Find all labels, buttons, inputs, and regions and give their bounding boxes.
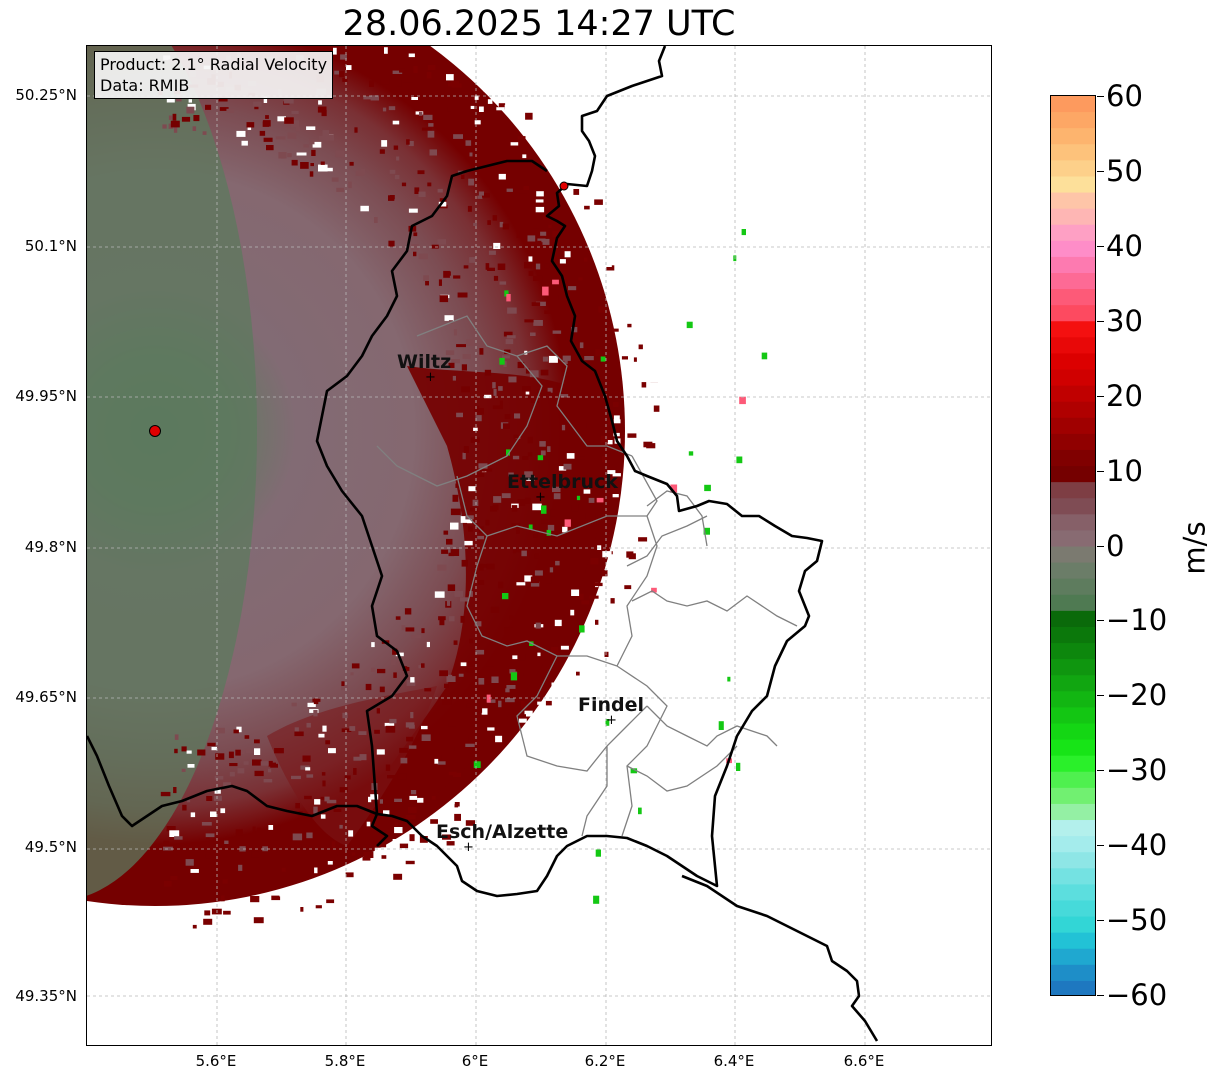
colorbar-tick-label: 30 — [1106, 303, 1143, 338]
lat-label: 49.95°N — [15, 387, 77, 405]
colorbar-tick — [1097, 96, 1104, 97]
colorbar-tick — [1097, 320, 1104, 322]
city-marker-icon: + — [535, 490, 546, 505]
product-info-box: Product: 2.1° Radial Velocity Data: RMIB — [94, 51, 334, 99]
colorbar-tick-label: −20 — [1106, 678, 1168, 713]
colorbar-tick — [1097, 245, 1104, 247]
colorbar-tick-label: 10 — [1106, 453, 1143, 488]
lat-label: 50.25°N — [15, 86, 77, 104]
colorbar-tick — [1097, 395, 1104, 397]
national-borders — [87, 46, 879, 1042]
lat-label: 49.65°N — [15, 688, 77, 706]
map-grid — [87, 46, 991, 1045]
colorbar-tick — [1097, 545, 1104, 547]
city-label-esch-alzette: Esch/Alzette — [436, 821, 569, 843]
city-marker-icon: + — [425, 370, 436, 385]
city-marker-icon: + — [463, 840, 474, 855]
colorbar-tick — [1097, 770, 1104, 772]
radar-speckles — [158, 47, 768, 930]
colorbar-tick — [1097, 845, 1104, 847]
lon-label: 6°E — [461, 1052, 489, 1070]
lat-label: 49.5°N — [24, 838, 77, 856]
colorbar-tick-label: −50 — [1106, 903, 1168, 938]
canton-borders — [376, 315, 798, 837]
colorbar-tick — [1097, 995, 1104, 996]
radar-map[interactable] — [86, 45, 992, 1046]
product-label: Product: 2.1° Radial Velocity — [100, 55, 328, 74]
colorbar-tick-label: 50 — [1106, 153, 1143, 188]
radar-site-marker — [149, 425, 161, 437]
colorbar-tick — [1097, 170, 1104, 172]
city-label-ettelbruck: Ettelbruck — [507, 471, 618, 493]
colorbar-tick — [1097, 470, 1104, 472]
colorbar-tick-label: 40 — [1106, 228, 1143, 263]
colorbar-tick-label: −30 — [1106, 753, 1168, 788]
lon-label: 6.6°E — [843, 1052, 885, 1070]
lat-label: 49.8°N — [24, 538, 77, 556]
lat-label: 49.35°N — [15, 987, 77, 1005]
lat-label: 50.1°N — [24, 237, 77, 255]
city-marker-icon: + — [606, 713, 617, 728]
radar-site-marker-secondary — [559, 181, 569, 191]
colorbar-tick-label: −60 — [1106, 978, 1168, 1012]
colorbar-tick-label: 20 — [1106, 378, 1143, 413]
colorbar-tick — [1097, 695, 1104, 697]
lon-label: 5.6°E — [195, 1052, 237, 1070]
data-source-label: Data: RMIB — [100, 76, 190, 95]
lon-label: 6.4°E — [713, 1052, 755, 1070]
radar-map-canvas — [87, 46, 991, 1045]
colorbar-tick-label: −40 — [1106, 828, 1168, 863]
radar-echo-area — [87, 46, 625, 906]
colorbar-tick-label: −10 — [1106, 603, 1168, 638]
lon-label: 5.8°E — [324, 1052, 366, 1070]
colorbar-tick-label: 0 — [1106, 528, 1125, 563]
colorbar-tick-label: 60 — [1106, 79, 1143, 113]
colorbar-gradient — [1051, 96, 1095, 995]
map-title: 28.06.2025 14:27 UTC — [342, 4, 736, 44]
colorbar-unit-label: m/s — [1177, 521, 1207, 575]
lon-label: 6.2°E — [584, 1052, 626, 1070]
colorbar-tick — [1097, 620, 1104, 622]
city-label-findel: Findel — [578, 694, 645, 716]
velocity-colorbar — [1050, 95, 1096, 996]
city-label-wiltz: Wiltz — [397, 351, 452, 373]
colorbar-tick — [1097, 920, 1104, 922]
